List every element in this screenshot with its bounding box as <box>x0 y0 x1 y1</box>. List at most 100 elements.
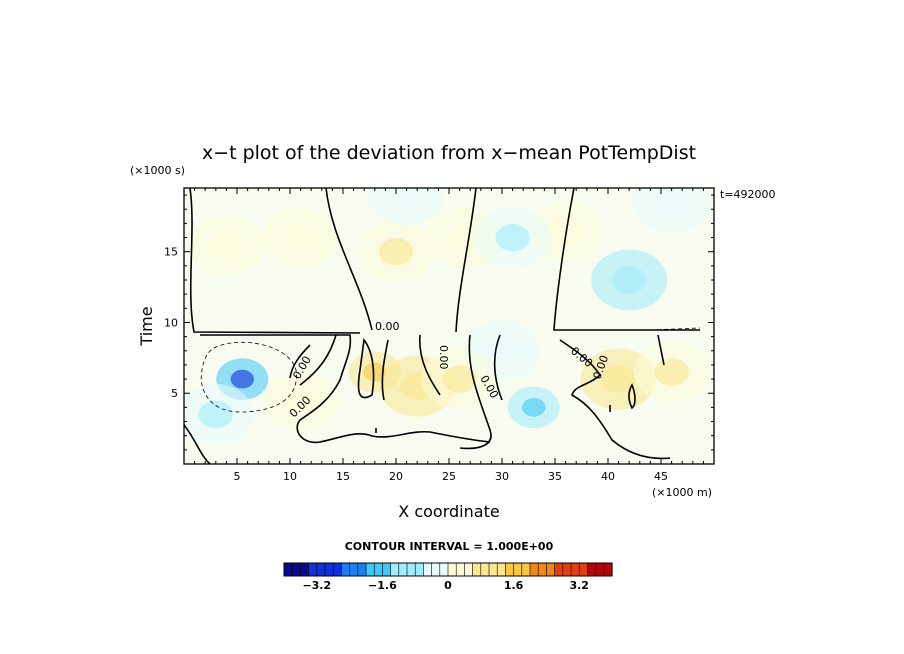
colorbar-swatch <box>529 562 539 577</box>
colorbar-swatch <box>439 562 449 577</box>
colorbar-frame <box>283 562 613 577</box>
colorbar-swatch <box>505 562 515 577</box>
colorbar: −3.2 −1.6 0 1.6 3.2 <box>283 562 613 592</box>
colorbar-swatch <box>537 562 548 577</box>
colorbar-swatch <box>382 562 392 577</box>
colorbar-swatch <box>365 562 375 577</box>
colorbar-swatch <box>398 562 408 577</box>
colorbar-swatch <box>423 562 433 577</box>
x-tick-label: 10 <box>283 470 297 483</box>
colorbar-swatch <box>546 562 556 577</box>
contour-line <box>419 334 441 396</box>
x-tick-label: 40 <box>601 470 615 483</box>
x-axis: 5 10 15 20 25 30 35 40 45 <box>194 188 704 483</box>
contour-line <box>459 334 492 450</box>
x-axis-label: X coordinate <box>398 502 499 521</box>
anomaly-core <box>484 337 520 365</box>
anomaly-core <box>283 386 318 414</box>
colorbar-swatch <box>373 562 384 577</box>
negative-contours <box>200 327 701 413</box>
y-tick-label: 10 <box>164 316 178 329</box>
colorbar-swatch <box>595 562 605 577</box>
colorbar-swatch <box>324 562 334 577</box>
anomaly-core <box>378 238 414 266</box>
x-tick-label: 45 <box>654 470 668 483</box>
anomaly-core <box>389 188 424 209</box>
zero-contours <box>184 188 700 464</box>
colorbar-swatch <box>472 562 482 577</box>
anomaly-core <box>283 223 318 252</box>
x-tick-label: 20 <box>389 470 403 483</box>
colorbar-tick-label: 1.6 <box>504 579 524 592</box>
anomaly-core <box>363 362 387 382</box>
contour-line <box>200 334 491 444</box>
colorbar-swatch <box>283 562 293 577</box>
colorbar-swatch <box>521 562 531 577</box>
heatmap-field: 0.00 0.00 0.00 0.00 0.00 0.00 0.00 <box>184 188 714 464</box>
colorbar-swatch <box>291 562 302 577</box>
x-tick-label: 25 <box>442 470 456 483</box>
contour-line <box>289 344 311 379</box>
colorbar-swatch <box>308 562 318 577</box>
colorbar-swatch <box>464 562 474 577</box>
anomaly-core <box>198 400 233 429</box>
colorbar-swatch <box>414 562 425 577</box>
anomaly-core <box>495 223 530 252</box>
contour-line <box>299 334 337 386</box>
colorbar-swatch <box>300 562 310 577</box>
y-axis: 5 10 15 <box>164 194 714 451</box>
x-tick-label: 30 <box>495 470 509 483</box>
time-stamp: t=492000 <box>720 188 776 201</box>
colorbar-swatch <box>332 562 343 577</box>
colorbar-swatch <box>406 562 416 577</box>
anomaly-core <box>442 365 477 393</box>
colorbar-swatch <box>480 562 490 577</box>
colorbar-swatch <box>357 562 367 577</box>
colorbar-swatch <box>496 562 507 577</box>
anomaly-core <box>654 188 689 216</box>
y-axis-unit: (×1000 s) <box>130 164 185 177</box>
x-tick-label: 35 <box>548 470 562 483</box>
contour-line <box>657 334 665 366</box>
contour-line <box>357 338 375 399</box>
anomaly-core <box>654 358 689 386</box>
x-tick-label: 5 <box>234 470 241 483</box>
colorbar-swatch <box>587 562 597 577</box>
anomaly-core <box>230 369 254 389</box>
contour-line <box>628 383 636 410</box>
colorbar-swatch <box>455 562 466 577</box>
colorbar-tick-label: −1.6 <box>368 579 397 592</box>
colorbar-swatch <box>341 562 351 577</box>
colorbar-tick-label: 0 <box>444 579 452 592</box>
colorbar-swatch <box>554 562 564 577</box>
chart-title: x−t plot of the deviation from x−mean Po… <box>202 142 696 164</box>
contour-line <box>455 188 477 333</box>
anomaly-core <box>522 398 546 417</box>
contour-line <box>553 188 700 331</box>
anomaly-core <box>548 216 583 245</box>
colorbar-tick-label: −3.2 <box>302 579 331 592</box>
anomaly-core <box>209 230 244 259</box>
colorbar-tick-label: 3.2 <box>569 579 589 592</box>
colorbar-swatch <box>488 562 498 577</box>
x-tick-label: 15 <box>336 470 350 483</box>
colorbar-swatch <box>513 562 523 577</box>
colorbar-swatch <box>578 562 589 577</box>
y-tick-label: 15 <box>164 246 178 259</box>
y-tick-label: 5 <box>171 387 178 400</box>
contour-interval-text: CONTOUR INTERVAL = 1.000E+00 <box>345 540 554 553</box>
colorbar-swatch <box>562 562 572 577</box>
anomaly-core <box>612 266 647 294</box>
anomaly-core <box>447 223 482 252</box>
contour-line <box>325 188 373 331</box>
contour-line <box>184 424 211 464</box>
contour-line <box>189 188 361 334</box>
contour-line <box>493 334 503 401</box>
x-axis-unit: (×1000 m) <box>652 486 712 499</box>
colorbar-swatch <box>316 562 326 577</box>
contour-label: 0.00 <box>375 320 400 333</box>
colorbar-swatch <box>570 562 580 577</box>
anomaly-core <box>601 365 636 393</box>
contour-line <box>649 327 701 331</box>
